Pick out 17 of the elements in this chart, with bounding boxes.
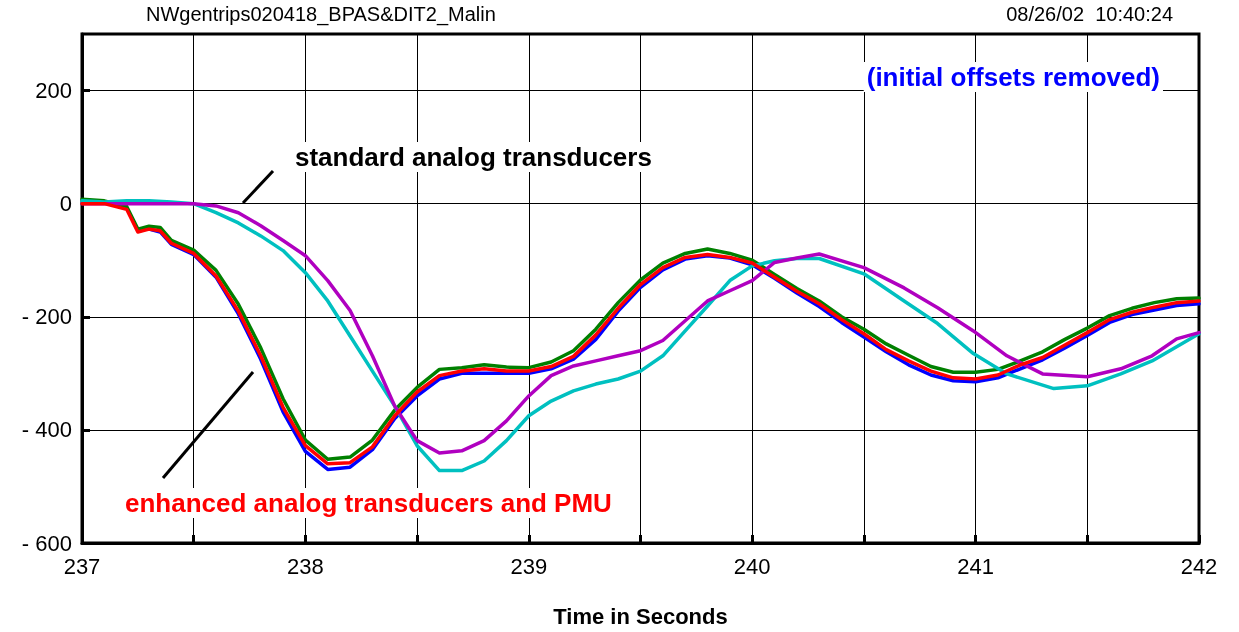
annotation: (initial offsets removed) (866, 62, 1161, 92)
annotation: standard analog transducers (295, 142, 652, 172)
y-tick-label: - 200 (21, 304, 72, 330)
x-tick-label: 240 (733, 553, 771, 579)
x-tick-label: 242 (1180, 553, 1218, 579)
x-tick-label: 238 (287, 553, 324, 579)
y-tick-label: - 400 (21, 417, 72, 443)
annotation: enhanced analog transducers and PMU (125, 488, 612, 518)
y-tick-label: 200 (35, 78, 72, 104)
x-tick-label: 237 (63, 553, 101, 579)
y-tick-label: - 600 (21, 530, 72, 556)
chart-title: NWgentrips020418_BPAS&DIT2_Malin (146, 3, 496, 26)
y-tick-label: 0 (59, 191, 72, 217)
x-tick-label: 241 (957, 553, 994, 579)
x-axis-title: Time in Seconds (553, 603, 728, 629)
x-tick-label: 239 (510, 553, 548, 579)
chart-subtitle: 08/26/02 10:40:24 (1006, 3, 1174, 25)
